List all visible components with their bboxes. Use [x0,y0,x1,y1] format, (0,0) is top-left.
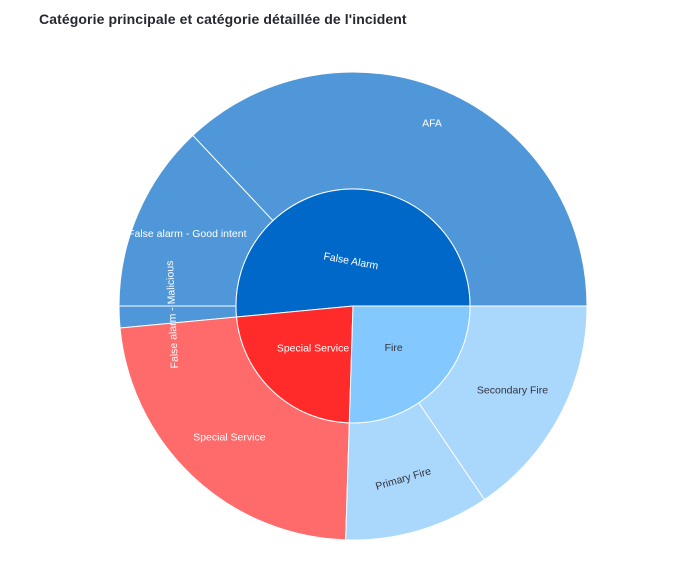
outer-label-afa: AFA [422,117,442,129]
inner-segment-special-service[interactable] [235,305,354,424]
inner-segment-false-alarm[interactable] [235,188,471,318]
outer-label-false-alarm-good-intent: False alarm - Good intent [128,228,247,240]
inner-label-fire: Fire [385,342,403,354]
outer-label-secondary-fire: Secondary Fire [477,384,548,396]
inner-label-special-service: Special Service [277,342,350,354]
chart-title: Catégorie principale et catégorie détail… [39,11,407,27]
inner-segment-fire[interactable] [348,305,471,424]
outer-label-false-alarm-malicious: False alarm - Malicious [164,260,181,368]
outer-label-special-service: Special Service [193,431,266,443]
